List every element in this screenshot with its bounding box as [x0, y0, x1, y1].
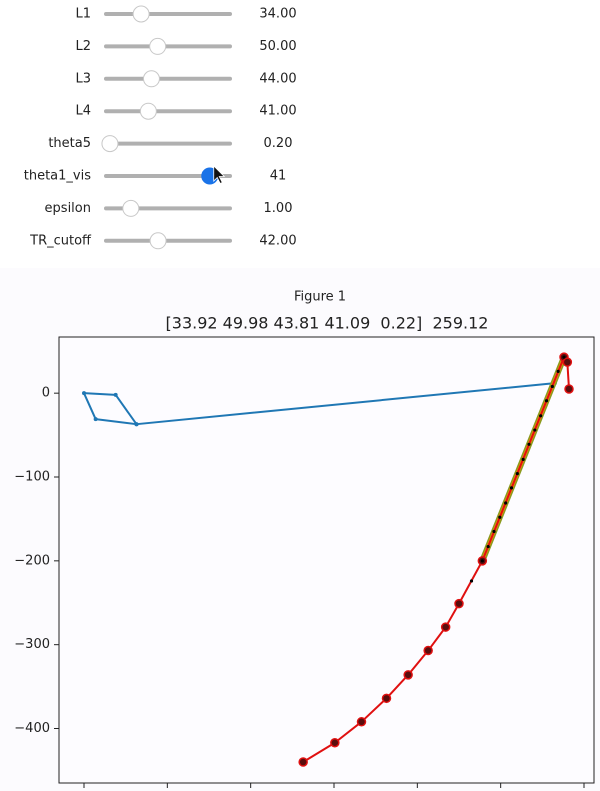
point	[454, 598, 464, 609]
slider-knob[interactable]	[149, 37, 167, 55]
slider-knob[interactable]	[122, 199, 140, 217]
point	[550, 384, 554, 389]
figure-label: Figure 1	[294, 290, 346, 305]
cursor	[213, 165, 226, 185]
slider-knob[interactable]	[101, 135, 119, 153]
point	[480, 559, 484, 563]
slider-value: 44.00	[259, 71, 296, 86]
slider-value: 34.00	[259, 7, 296, 22]
point	[134, 422, 139, 427]
point	[486, 544, 490, 549]
point	[504, 501, 508, 505]
point	[423, 645, 433, 656]
point	[533, 428, 537, 432]
point	[527, 442, 531, 446]
axes-frame	[58, 336, 595, 784]
slider-value: 41.00	[259, 104, 296, 119]
point	[521, 457, 525, 461]
slider-knob[interactable]	[139, 102, 157, 120]
slider-value: 50.00	[259, 39, 296, 54]
point	[298, 757, 308, 767]
slider-value: 1.00	[264, 201, 293, 216]
point	[82, 391, 86, 396]
line	[83, 382, 555, 426]
slider-value: 42.00	[259, 233, 296, 248]
point	[564, 384, 574, 394]
slider-label: L4	[75, 104, 91, 119]
slider-label: L2	[75, 39, 91, 54]
point	[440, 622, 451, 632]
point	[469, 579, 474, 583]
point	[492, 529, 496, 534]
slider-value: 41	[270, 169, 287, 184]
slider-knob[interactable]	[132, 5, 150, 23]
slider-knob[interactable]	[149, 232, 167, 250]
chart-title: [33.92 49.98 43.81 41.09 0.22] 259.12	[166, 314, 489, 333]
y-tick-label: 0	[42, 386, 50, 401]
point	[403, 670, 413, 680]
slider-label: epsilon	[45, 201, 91, 216]
slider-value: 0.20	[264, 136, 293, 151]
slider-knob[interactable]	[142, 70, 160, 88]
point	[498, 515, 502, 519]
y-tick-label: −400	[14, 721, 50, 736]
point	[113, 392, 118, 397]
y-tick-label: −200	[14, 553, 50, 568]
slider-label: L3	[75, 71, 91, 86]
point	[356, 717, 367, 727]
point	[515, 472, 519, 476]
slider-label: L1	[75, 7, 91, 22]
point	[381, 693, 392, 704]
slider-label: theta1_vis	[24, 169, 91, 184]
point	[93, 417, 98, 422]
point	[556, 369, 560, 373]
point	[330, 738, 340, 748]
slider-label: theta5	[48, 136, 91, 151]
point	[562, 357, 573, 367]
y-tick-label: −100	[14, 470, 50, 485]
point	[544, 399, 549, 403]
point	[509, 486, 514, 490]
y-tick-label: −300	[14, 637, 50, 652]
point	[539, 414, 543, 418]
point	[562, 355, 566, 359]
slider-label: TR_cutoff	[29, 233, 92, 248]
